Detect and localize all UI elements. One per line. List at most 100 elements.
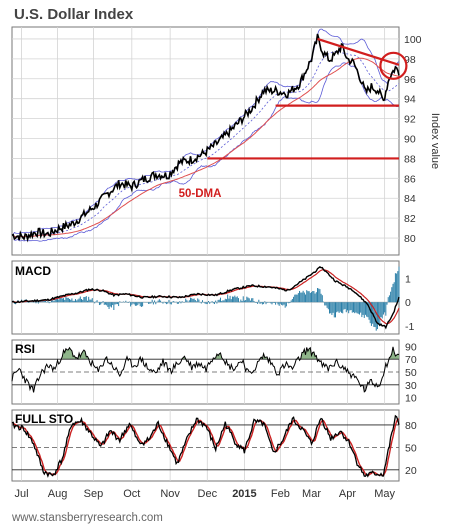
macd-histogram-bar — [366, 302, 368, 317]
macd-histogram-bar — [75, 299, 77, 303]
macd-histogram-bar — [251, 298, 253, 303]
macd-histogram-bar — [308, 291, 310, 303]
macd-y-tick: 0 — [405, 297, 411, 309]
macd-histogram-bar — [259, 302, 261, 304]
macd-histogram-bar — [228, 298, 230, 303]
macd-histogram-bar — [275, 302, 277, 305]
macd-histogram-bar — [181, 301, 183, 303]
macd-histogram-bar — [42, 300, 44, 303]
price-line — [11, 33, 400, 243]
macd-histogram-bar — [329, 302, 331, 314]
macd-histogram-bar — [94, 302, 96, 304]
macd-histogram-bar — [299, 290, 301, 303]
x-tick-label: Jul — [15, 488, 29, 500]
rsi-overbought-fill — [62, 347, 89, 360]
macd-histogram-bar — [284, 302, 286, 308]
macd-histogram-bar — [185, 298, 187, 303]
macd-histogram-bar — [245, 300, 247, 303]
macd-histogram-bar — [370, 302, 372, 326]
macd-histogram-bar — [169, 302, 171, 305]
macd-histogram-bar — [223, 300, 225, 303]
macd-histogram-bar — [191, 298, 193, 303]
macd-histogram-bar — [282, 302, 284, 306]
macd-histogram-bar — [178, 302, 180, 304]
macd-histogram-bar — [180, 302, 182, 304]
macd-histogram-bar — [108, 302, 110, 309]
ma20-line — [11, 50, 400, 238]
macd-histogram-bar — [294, 294, 296, 303]
macd-histogram-bar — [331, 302, 333, 315]
macd-histogram-bar — [340, 302, 342, 313]
macd-histogram-bar — [235, 297, 237, 303]
macd-histogram-bar — [283, 302, 285, 305]
price-y-tick: 94 — [404, 94, 416, 106]
macd-histogram-bar — [102, 301, 104, 303]
macd-histogram-bar — [392, 283, 394, 303]
rsi-y-tick: 90 — [405, 341, 417, 353]
macd-histogram-bar — [224, 298, 226, 303]
macd-histogram-bar — [246, 296, 248, 303]
macd-histogram-bar — [172, 301, 174, 303]
macd-histogram-bar — [297, 293, 299, 303]
macd-histogram-bar — [345, 302, 347, 313]
macd-histogram-bar — [288, 302, 290, 304]
macd-histogram-bar — [306, 290, 308, 303]
rsi-panel-title: RSI — [15, 342, 35, 356]
price-y-tick: 86 — [404, 173, 416, 185]
macd-histogram-bar — [219, 297, 221, 303]
price-y-tick: 98 — [404, 54, 416, 66]
sto-y-tick: 20 — [405, 465, 417, 477]
macd-histogram-bar — [391, 287, 393, 303]
macd-histogram-bar — [116, 302, 118, 305]
macd-histogram-bar — [173, 300, 175, 303]
macd-histogram-bar — [84, 296, 86, 303]
macd-histogram-bar — [154, 300, 156, 303]
macd-histogram-bar — [45, 300, 47, 303]
macd-histogram-bar — [136, 302, 138, 306]
macd-histogram-bar — [89, 299, 91, 303]
macd-histogram-bar — [198, 299, 200, 303]
macd-histogram-bar — [393, 282, 395, 303]
macd-histogram-bar — [100, 302, 102, 305]
rsi-y-tick: 70 — [405, 354, 417, 366]
macd-y-tick: -1 — [405, 321, 414, 333]
macd-histogram-bar — [204, 302, 206, 304]
x-tick-label: Nov — [160, 488, 180, 500]
macd-histogram-bar — [41, 300, 43, 303]
sto-panel-title: FULL STO — [15, 412, 73, 426]
price-y-axis-label: Index value — [429, 113, 441, 169]
macd-histogram-bar — [277, 302, 279, 305]
macd-histogram-bar — [200, 302, 202, 304]
macd-histogram-bar — [92, 301, 94, 303]
macd-histogram-bar — [314, 293, 316, 303]
macd-histogram-bar — [104, 302, 106, 305]
macd-histogram-bar — [71, 298, 73, 303]
macd-histogram-bar — [243, 300, 245, 303]
macd-histogram-bar — [66, 297, 68, 303]
macd-histogram-bar — [101, 302, 103, 304]
macd-histogram-bar — [188, 300, 190, 303]
macd-histogram-bar — [113, 302, 115, 310]
macd-histogram-bar — [396, 273, 398, 303]
price-y-tick: 84 — [404, 193, 416, 205]
price-y-tick: 100 — [404, 34, 422, 46]
macd-histogram-bar — [77, 299, 79, 303]
macd-histogram-bar — [139, 302, 141, 307]
macd-histogram-bar — [37, 302, 39, 304]
macd-histogram-bar — [160, 300, 162, 303]
macd-histogram-bar — [385, 302, 387, 316]
macd-histogram-bar — [186, 300, 188, 303]
macd-histogram-bar — [291, 298, 293, 303]
highlight-circle — [379, 51, 408, 80]
macd-histogram-bar — [313, 291, 315, 303]
macd-histogram-bar — [63, 298, 65, 303]
x-tick-label: Dec — [198, 488, 218, 500]
macd-histogram-bar — [96, 300, 98, 303]
macd-histogram-bar — [381, 302, 383, 319]
macd-histogram-bar — [57, 297, 59, 303]
macd-histogram-bar — [344, 302, 346, 309]
macd-histogram-bar — [209, 302, 211, 304]
macd-histogram-bar — [43, 300, 45, 303]
macd-histogram-bar — [170, 302, 172, 305]
